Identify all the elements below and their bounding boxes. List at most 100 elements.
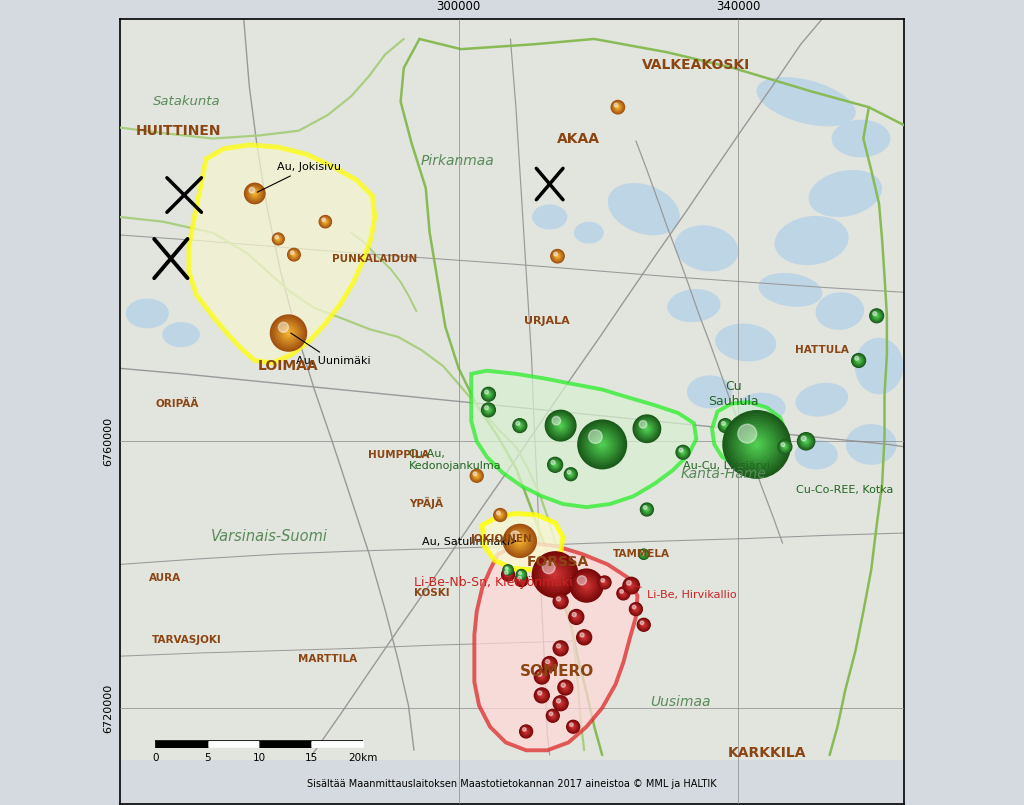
Circle shape: [513, 419, 526, 432]
Circle shape: [641, 551, 644, 554]
Circle shape: [517, 571, 525, 579]
Circle shape: [275, 235, 279, 239]
Circle shape: [621, 590, 627, 597]
Circle shape: [519, 572, 523, 576]
Circle shape: [567, 471, 574, 477]
Circle shape: [570, 724, 575, 729]
Circle shape: [722, 422, 729, 429]
Circle shape: [483, 389, 494, 399]
Circle shape: [472, 471, 481, 481]
Circle shape: [496, 510, 505, 520]
Circle shape: [571, 724, 575, 729]
Circle shape: [645, 508, 648, 511]
Circle shape: [552, 416, 560, 425]
Circle shape: [519, 424, 521, 427]
Circle shape: [520, 573, 522, 576]
Text: 340000: 340000: [716, 0, 760, 13]
Circle shape: [544, 564, 566, 586]
Text: Cu
Sauhula: Cu Sauhula: [708, 380, 759, 407]
Circle shape: [624, 578, 639, 593]
Circle shape: [517, 423, 522, 428]
Circle shape: [858, 360, 859, 361]
Circle shape: [535, 669, 549, 684]
Circle shape: [574, 615, 579, 619]
Circle shape: [643, 624, 645, 625]
Circle shape: [557, 598, 564, 605]
Circle shape: [572, 613, 580, 621]
Circle shape: [251, 190, 258, 197]
Circle shape: [548, 711, 558, 720]
Circle shape: [584, 426, 621, 463]
Circle shape: [475, 474, 478, 477]
Circle shape: [641, 622, 646, 627]
Circle shape: [274, 235, 283, 243]
Circle shape: [585, 584, 588, 587]
Circle shape: [556, 643, 565, 654]
Circle shape: [633, 415, 660, 443]
Circle shape: [486, 407, 490, 412]
Circle shape: [632, 605, 640, 613]
Text: FORSSA: FORSSA: [526, 555, 589, 569]
Text: HUITTINEN: HUITTINEN: [136, 124, 221, 138]
Circle shape: [506, 572, 511, 577]
Circle shape: [580, 633, 589, 642]
Circle shape: [857, 359, 860, 361]
Circle shape: [571, 612, 582, 622]
Circle shape: [540, 693, 545, 698]
Circle shape: [856, 357, 861, 363]
Circle shape: [602, 580, 607, 585]
Circle shape: [518, 424, 521, 427]
Circle shape: [623, 593, 624, 594]
Circle shape: [550, 712, 556, 719]
Circle shape: [537, 690, 548, 701]
Circle shape: [273, 318, 303, 348]
Circle shape: [288, 249, 300, 260]
Circle shape: [535, 554, 575, 596]
Circle shape: [254, 192, 256, 194]
Circle shape: [784, 446, 785, 448]
Circle shape: [721, 421, 730, 430]
Circle shape: [517, 576, 525, 584]
Circle shape: [250, 188, 260, 199]
Circle shape: [641, 504, 652, 515]
Circle shape: [321, 217, 330, 226]
Circle shape: [559, 681, 571, 694]
Circle shape: [640, 503, 653, 516]
Circle shape: [779, 442, 791, 452]
Circle shape: [852, 353, 865, 367]
Circle shape: [803, 439, 809, 444]
Ellipse shape: [809, 170, 882, 217]
Circle shape: [485, 390, 492, 398]
Circle shape: [552, 715, 553, 716]
Circle shape: [291, 251, 298, 258]
Circle shape: [872, 312, 882, 320]
Circle shape: [504, 524, 537, 557]
Circle shape: [574, 573, 599, 598]
Circle shape: [503, 565, 513, 575]
Circle shape: [749, 436, 765, 453]
Circle shape: [870, 309, 883, 322]
Circle shape: [550, 459, 561, 470]
Text: SOMERO: SOMERO: [520, 664, 595, 679]
Circle shape: [580, 633, 584, 637]
Circle shape: [505, 571, 512, 578]
Circle shape: [553, 463, 557, 467]
Circle shape: [556, 255, 559, 258]
Circle shape: [623, 592, 625, 595]
Circle shape: [729, 416, 784, 473]
Circle shape: [508, 574, 509, 575]
Circle shape: [519, 572, 524, 577]
Circle shape: [678, 447, 688, 457]
Circle shape: [500, 514, 501, 515]
Circle shape: [676, 445, 690, 459]
Circle shape: [611, 101, 625, 114]
Ellipse shape: [126, 299, 169, 328]
Circle shape: [734, 422, 779, 467]
Circle shape: [537, 671, 548, 682]
Circle shape: [517, 538, 522, 543]
Circle shape: [631, 585, 632, 586]
Circle shape: [513, 419, 526, 432]
Circle shape: [536, 671, 548, 683]
Circle shape: [611, 101, 624, 114]
Circle shape: [578, 631, 591, 643]
